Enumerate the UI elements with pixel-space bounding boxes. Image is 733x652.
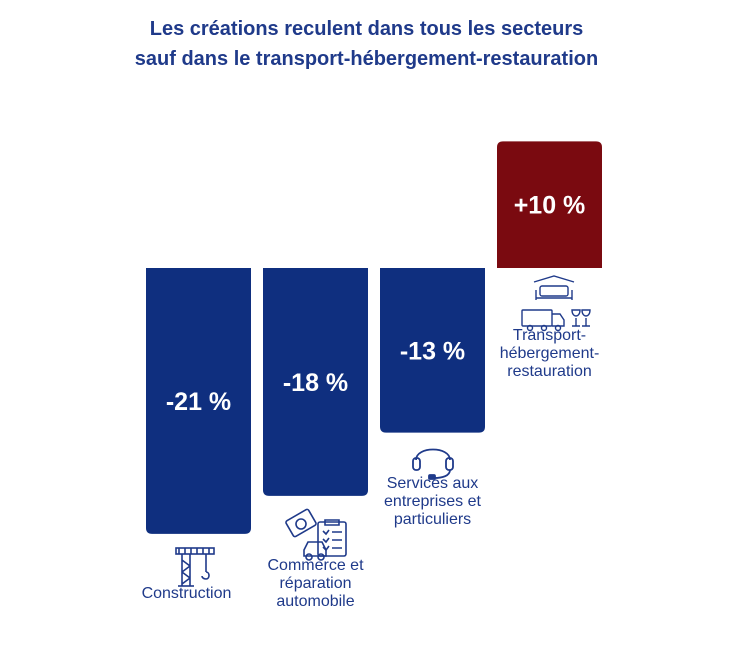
category-label-4-line-3: restauration [507,363,592,380]
bed-truck-glasses-icon [521,275,591,332]
category-label-4-line-2: hébergement- [500,345,600,362]
headset-icon [412,448,454,480]
category-label-4: Transport-hébergement-restauration [500,327,600,380]
category-label-1: Construction [142,585,232,602]
car-checklist-icon [285,508,347,561]
value-label-1: -21 % [166,388,231,416]
category-label-3-line-2: entreprises et [384,493,481,510]
category-label-3-line-1: Services aux [387,475,479,492]
category-label-3-line-3: particuliers [394,511,471,528]
bar-1 [146,268,251,534]
bars-group [146,141,602,534]
value-labels-group: -21 % -18 % -13 % +10 % [166,192,585,416]
category-label-2-line-3: automobile [276,593,354,610]
bar-3 [380,268,485,433]
category-labels-group: Construction Commerce et réparation automob… [142,327,600,610]
crane-icon [175,547,215,587]
bar-2 [263,268,368,496]
category-label-2-line-1: Commerce et [267,557,364,574]
title-line-2: sauf dans le transport-hébergement-resta… [134,48,599,70]
value-label-2: -18 % [283,369,348,397]
title-line-1: Les créations reculent dans tous les sec… [149,18,584,40]
category-label-4-line-1: Transport- [513,327,586,344]
chart-title: Les créations reculent dans tous les sec… [0,14,733,74]
value-label-3: -13 % [400,337,465,365]
category-label-3: Services aux entreprises et particuliers [384,475,481,528]
bar-4 [497,141,602,268]
category-label-1-line-1: Construction [142,585,232,602]
value-label-4: +10 % [514,192,586,220]
category-label-2: Commerce et réparation automobile [267,557,364,610]
icons-group [175,275,591,587]
category-label-2-line-2: réparation [279,575,351,592]
